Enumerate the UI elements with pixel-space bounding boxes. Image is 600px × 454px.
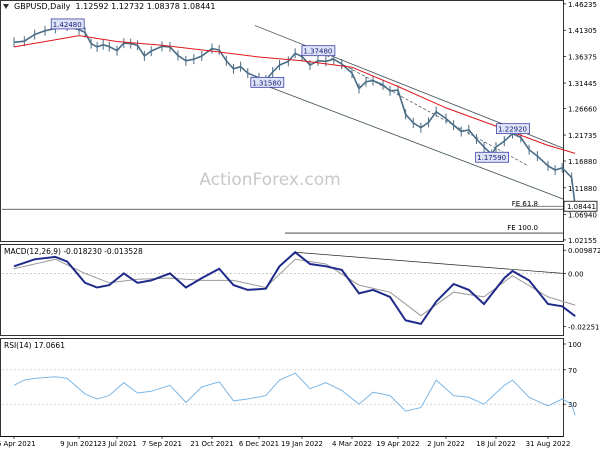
current-price-label: 1.08441: [567, 203, 596, 211]
y-tick-label: 1.26660: [568, 106, 597, 114]
y-tick-label: 1.11880: [568, 185, 597, 193]
rsi-y-tick-label: 100: [568, 341, 581, 349]
x-tick-label: 4 Mar 2022: [332, 440, 372, 448]
macd-y-tick-label: -0.022516: [568, 323, 600, 331]
macd-y-tick-label: 0.009872: [568, 247, 600, 255]
pivot-label: 1.42480: [53, 21, 82, 29]
rsi-line: [13, 372, 576, 416]
pivot-label: 1.17590: [477, 154, 506, 162]
x-tick-label: 9 Jun 2021: [60, 440, 98, 448]
macd-signal-line: [13, 258, 576, 317]
rsi-y-tick-label: 70: [568, 367, 577, 375]
x-tick-label: 19 Apr 2022: [376, 440, 419, 448]
macd-title: MACD(12,26,9) -0.018230 -0.013528: [4, 247, 143, 256]
pivot-label: 1.31580: [252, 79, 281, 87]
x-tick-label: 23 Jul 2021: [97, 440, 137, 448]
pivot-label: 1.22920: [498, 126, 527, 134]
y-tick-label: 1.46235: [568, 1, 597, 9]
x-tick-label: 18 Jul 2022: [476, 440, 516, 448]
fe-level-label: FE 100.0: [507, 224, 538, 232]
x-tick-label: 6 Dec 2021: [239, 440, 279, 448]
x-tick-label: 21 Oct 2021: [190, 440, 233, 448]
pivot-label-box: [301, 45, 336, 57]
symbol: GBPUSD: [14, 2, 48, 11]
rsi-panel: [0, 338, 564, 437]
price-line: [13, 25, 576, 207]
watermark: ActionForex.com: [199, 170, 340, 190]
y-tick-label: 1.06940: [568, 211, 597, 219]
y-tick-label: 1.02155: [568, 237, 597, 245]
main-panel: [0, 0, 564, 242]
macd-line: [13, 250, 576, 326]
x-tick-label: 2 Jun 2022: [427, 440, 465, 448]
macd-panel: [0, 244, 564, 336]
channel-lower-line: [266, 85, 564, 200]
macd-divergence-line: [295, 251, 564, 274]
pivot-label-box: [496, 123, 530, 135]
rsi-title: RSI(14) 17.0661: [4, 341, 65, 350]
macd-y-tick-label: 0.00: [568, 270, 584, 278]
moving-average-line: [13, 35, 576, 154]
y-tick-label: 1.21735: [568, 132, 597, 140]
fe-level-label: FE 61.8: [512, 200, 538, 208]
y-tick-label: 1.41305: [568, 27, 597, 35]
y-tick-label: 1.31445: [568, 80, 597, 88]
timeframe: Daily: [50, 2, 71, 11]
chart-title: GBPUSD,Daily 1.12592 1.12732 1.08378 1.0…: [14, 2, 216, 11]
current-price-box: [563, 200, 598, 212]
y-tick-label: 1.36375: [568, 54, 597, 62]
pivot-label-box: [250, 76, 285, 88]
x-tick-label: 7 Sep 2021: [142, 440, 182, 448]
x-tick-label: 31 Aug 2022: [526, 440, 571, 448]
symbol-menu-icon[interactable]: [3, 4, 9, 9]
pivot-label: 1.37480: [303, 48, 332, 56]
ohlc: 1.12592 1.12732 1.08378 1.08441: [75, 2, 216, 11]
y-tick-label: 1.16880: [568, 158, 597, 166]
pivot-label-box: [475, 151, 510, 163]
pivot-label-box: [50, 18, 85, 30]
x-tick-label: 26 Apr 2021: [0, 440, 36, 448]
rsi-y-tick-label: 30: [568, 401, 577, 409]
x-tick-label: 19 Jan 2022: [281, 440, 323, 448]
